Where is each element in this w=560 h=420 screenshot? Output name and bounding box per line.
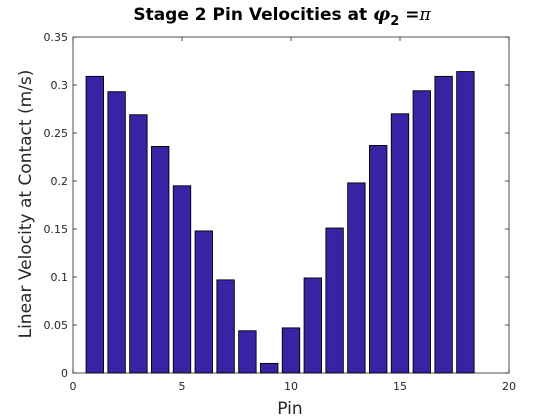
bar-pin-6 [194,230,213,374]
y-tick-label: 0.35 [44,31,69,44]
x-tick-label: 5 [179,380,186,393]
y-tick-label: 0.3 [51,79,69,92]
bar-pin-14 [369,145,388,374]
y-tick-label: 0.2 [51,175,69,188]
bar-pin-18 [456,71,475,374]
x-tick-label: 10 [284,380,298,393]
bar-pin-17 [434,75,453,374]
y-axis-label: Linear Velocity at Contact (m/s) [16,70,36,339]
chart-title: Stage 2 Pin Velocities at φ2 =π [133,3,431,29]
y-tick-label: 0 [61,367,68,380]
bar-pin-2 [107,91,126,374]
y-tick-label: 0.25 [44,127,69,140]
bar-pin-15 [390,113,410,374]
bar-pin-1 [85,75,104,374]
y-tick-label: 0.05 [44,319,69,332]
x-tick-label: 0 [70,380,77,393]
bar-pin-7 [216,279,235,374]
bar-pin-5 [172,185,192,374]
x-axis-ticks: 0 5 10 15 20 [70,37,516,393]
bar-pin-8 [238,330,257,374]
y-tick-label: 0.1 [51,271,69,284]
x-tick-label: 15 [393,380,407,393]
bar-pin-9 [260,362,279,374]
y-axis-ticks: 0 0.05 0.1 0.15 0.2 0.25 0.3 0.35 [44,31,509,380]
bars-group [85,71,475,374]
x-axis-label: Pin [277,399,302,419]
bar-pin-12 [325,227,344,374]
bar-pin-4 [151,145,170,374]
bar-pin-3 [129,114,148,374]
bar-pin-11 [303,277,322,374]
bar-pin-10 [281,327,301,374]
bar-pin-16 [412,90,431,374]
y-tick-label: 0.15 [44,223,69,236]
x-tick-label: 20 [502,380,516,393]
bar-pin-13 [347,182,366,374]
